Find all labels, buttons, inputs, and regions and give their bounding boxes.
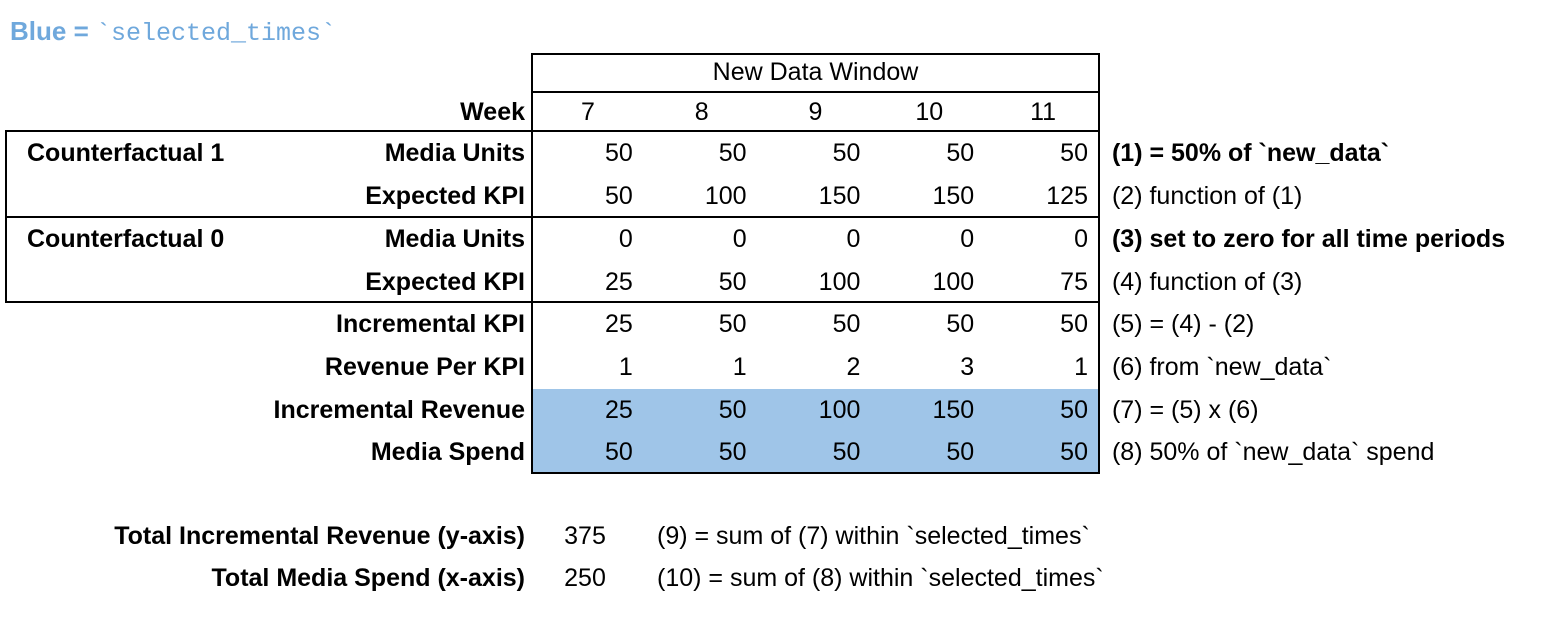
row-note: (3) set to zero for all time periods xyxy=(1111,225,1506,253)
row-label: Media Spend xyxy=(370,438,525,466)
row-note: (4) function of (3) xyxy=(1111,267,1303,296)
row-label: Expected KPI xyxy=(365,182,525,210)
cell-value: 150 xyxy=(818,182,861,210)
row-note: (5) = (4) - (2) xyxy=(1111,310,1255,338)
total-label: Total Incremental Revenue (y-axis) xyxy=(114,521,525,550)
week-value: 9 xyxy=(808,98,823,126)
cell-value: 50 xyxy=(718,395,747,424)
cell-value: 1 xyxy=(732,353,747,381)
cell-value: 50 xyxy=(832,310,861,338)
group-label: Counterfactual 1 xyxy=(27,139,225,167)
row-label: Expected KPI xyxy=(365,267,525,296)
legend-prefix: Blue = xyxy=(10,16,96,46)
cell-value: 25 xyxy=(604,310,633,338)
cell-value: 100 xyxy=(818,395,861,424)
table-row-media-units-cf0: Counterfactual 0 Media Units 0 0 0 0 0 (… xyxy=(5,218,1544,261)
row-note: (8) 50% of `new_data` spend xyxy=(1111,438,1435,466)
row-label: Incremental KPI xyxy=(336,310,525,338)
table-row-media-units-cf1: Counterfactual 1 Media Units 50 50 50 50… xyxy=(5,132,1544,175)
cell-value: 100 xyxy=(704,182,747,210)
row-note: (7) = (5) x (6) xyxy=(1111,395,1259,424)
row-label: Incremental Revenue xyxy=(273,395,526,424)
total-label: Total Media Spend (x-axis) xyxy=(211,563,525,592)
total-media-spend-row: Total Media Spend (x-axis) 250 (10) = su… xyxy=(5,557,1104,599)
total-note: (10) = sum of (8) within `selected_times… xyxy=(657,563,1104,592)
cell-value: 50 xyxy=(718,139,747,167)
cell-value: 50 xyxy=(718,267,747,296)
table-row-incremental-revenue: Incremental Revenue 25 50 100 150 50 (7)… xyxy=(5,389,1544,431)
table-row-revenue-per-kpi: Revenue Per KPI 1 1 2 3 1 (6) from `new_… xyxy=(5,346,1544,389)
week-value: 8 xyxy=(694,98,709,126)
cell-value: 75 xyxy=(1060,267,1088,296)
row-label: Media Units xyxy=(384,139,525,167)
cell-value: 0 xyxy=(1074,225,1088,253)
cell-value: 50 xyxy=(718,438,747,466)
row-note: (6) from `new_data` xyxy=(1111,353,1332,381)
cell-value: 1 xyxy=(1074,353,1088,381)
cell-value: 50 xyxy=(1060,438,1088,466)
cell-value: 1 xyxy=(618,353,633,381)
legend-note: Blue = `selected_times` xyxy=(10,16,336,48)
new-data-window-header: New Data Window xyxy=(712,57,919,86)
table-row-media-spend: Media Spend 50 50 50 50 50 (8) 50% of `n… xyxy=(5,431,1544,474)
row-label: Revenue Per KPI xyxy=(324,353,525,381)
cell-value: 50 xyxy=(832,139,861,167)
cell-value: 50 xyxy=(1060,139,1088,167)
table-row-expected-kpi-cf1: Expected KPI 50 100 150 150 125 (2) func… xyxy=(5,175,1544,218)
cell-value: 100 xyxy=(932,267,975,296)
cell-value: 50 xyxy=(604,139,633,167)
selected-times-highlight xyxy=(533,389,1098,472)
cell-value: 150 xyxy=(932,182,975,210)
cell-value: 50 xyxy=(1060,310,1088,338)
table-row-expected-kpi-cf0: Expected KPI 25 50 100 100 75 (4) functi… xyxy=(5,261,1544,303)
row-note: (2) function of (1) xyxy=(1111,182,1303,210)
cell-value: 50 xyxy=(946,438,975,466)
total-value: 250 xyxy=(564,563,606,592)
cell-value: 50 xyxy=(946,310,975,338)
group-label: Counterfactual 0 xyxy=(27,225,225,253)
week-value: 10 xyxy=(915,98,944,126)
cell-value: 25 xyxy=(604,267,633,296)
total-note: (9) = sum of (7) within `selected_times` xyxy=(657,521,1090,550)
row-label: Media Units xyxy=(384,225,525,253)
cell-value: 0 xyxy=(960,225,975,253)
cell-value: 0 xyxy=(846,225,861,253)
cell-value: 50 xyxy=(832,438,861,466)
week-value: 7 xyxy=(580,98,595,126)
cell-value: 100 xyxy=(818,267,861,296)
cell-value: 0 xyxy=(732,225,747,253)
total-value: 375 xyxy=(564,521,606,550)
cell-value: 50 xyxy=(718,310,747,338)
cell-value: 125 xyxy=(1046,182,1088,210)
cell-value: 50 xyxy=(1060,395,1088,424)
cell-value: 50 xyxy=(604,182,633,210)
cell-value: 2 xyxy=(846,353,861,381)
total-incremental-revenue-row: Total Incremental Revenue (y-axis) 375 (… xyxy=(5,515,1090,557)
cell-value: 25 xyxy=(604,395,633,424)
legend-code: `selected_times` xyxy=(95,19,337,48)
cell-value: 0 xyxy=(618,225,633,253)
week-label: Week xyxy=(460,98,525,126)
cell-value: 150 xyxy=(932,395,975,424)
cell-value: 50 xyxy=(946,139,975,167)
week-row: Week 7 8 9 10 11 xyxy=(5,93,1544,132)
cell-value: 50 xyxy=(604,438,633,466)
week-value: 11 xyxy=(1030,98,1057,126)
table-row-incremental-kpi: Incremental KPI 25 50 50 50 50 (5) = (4)… xyxy=(5,303,1544,346)
row-note: (1) = 50% of `new_data` xyxy=(1111,139,1390,167)
cell-value: 3 xyxy=(960,353,975,381)
